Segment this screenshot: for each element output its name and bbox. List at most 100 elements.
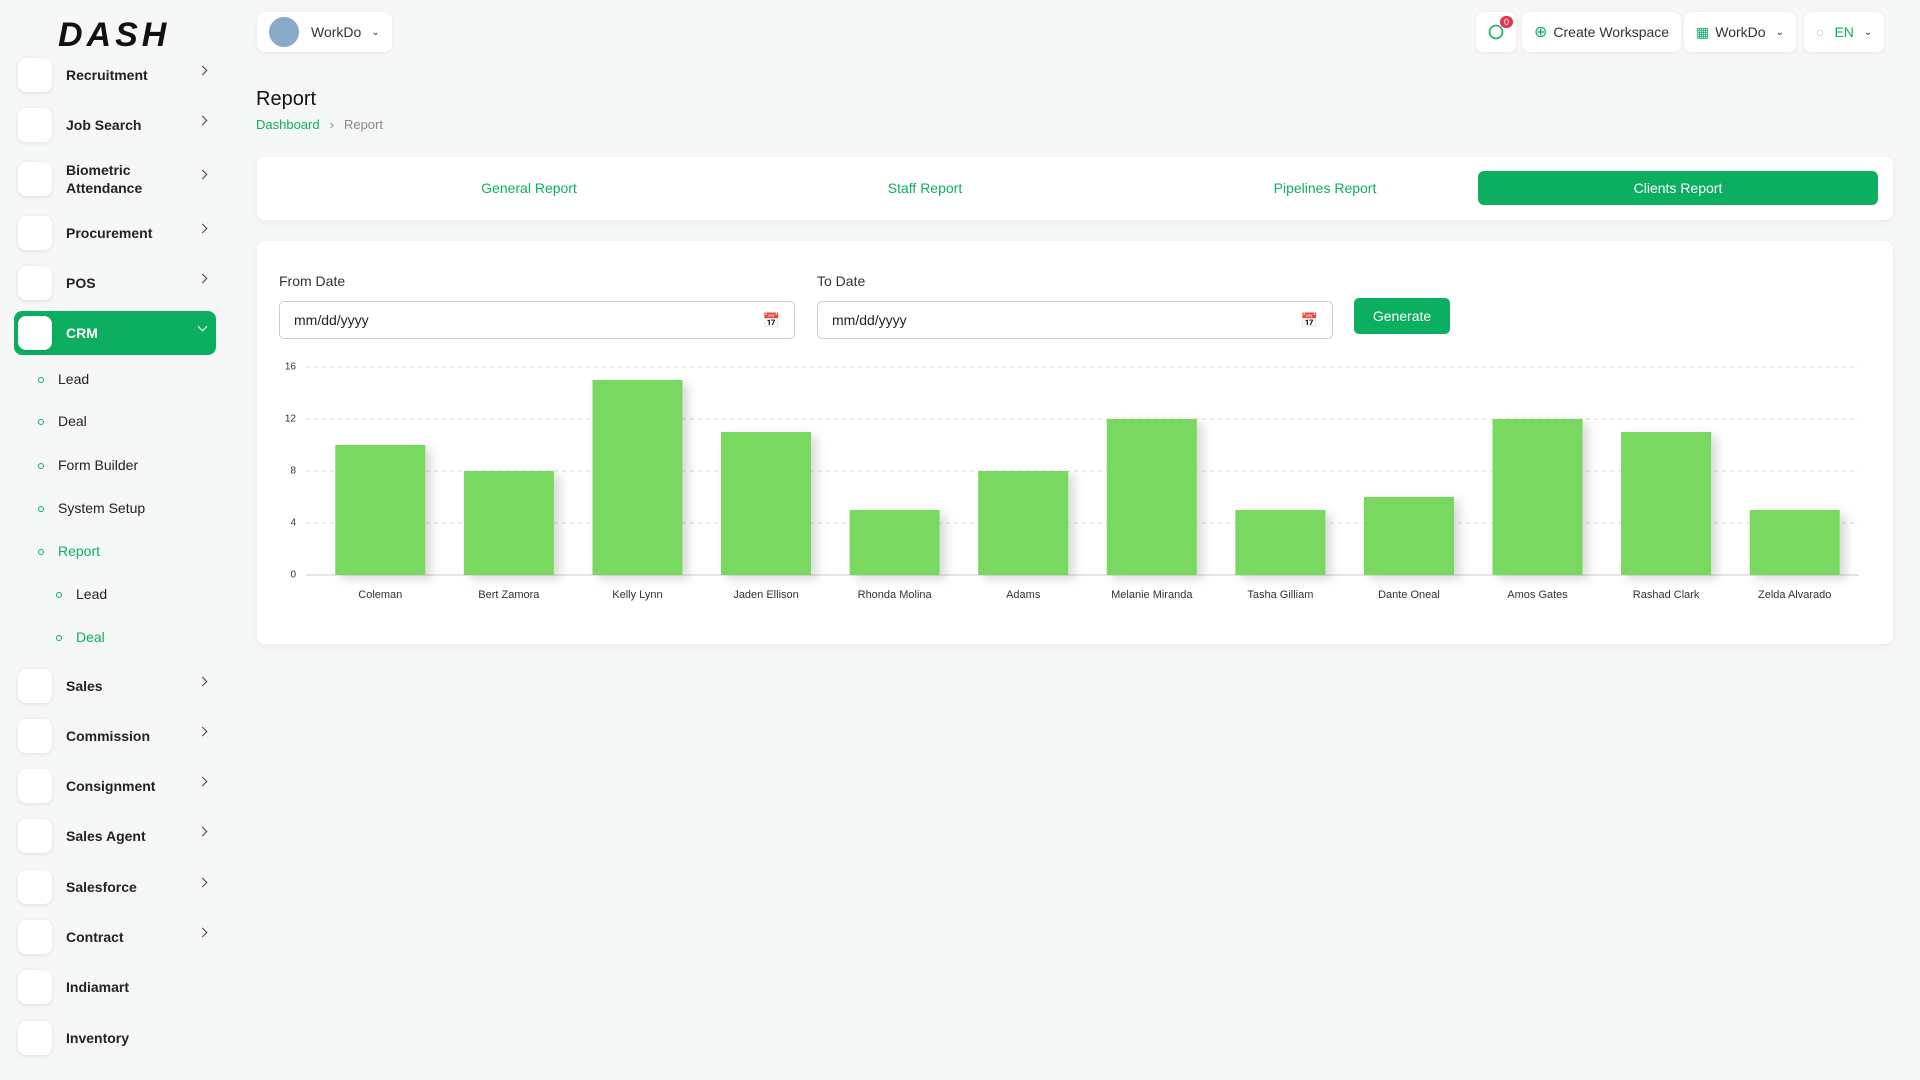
x-tick-label: Coleman xyxy=(358,589,402,601)
breadcrumb-current: Report xyxy=(343,117,383,132)
chart: 0 4 8 12 16 Coleman Bert Zamora Kelly Lynn Jaden… xyxy=(285,362,1859,601)
bar xyxy=(463,471,554,575)
generate-button[interactable]: Generate xyxy=(1354,298,1450,334)
sub-dot xyxy=(38,463,44,469)
x-tick-label: Melanie Miranda xyxy=(1111,589,1193,601)
sidebar-subitem[interactable]: Lead xyxy=(58,371,90,387)
sidebar-item[interactable]: Salesforce xyxy=(14,865,216,909)
sidebar-subitem[interactable]: Deal xyxy=(58,413,87,429)
to-placeholder: mm/dd/yyyy xyxy=(832,312,907,328)
sidebar-subitem[interactable]: Form Builder xyxy=(58,457,139,473)
sidebar-label: CRM xyxy=(66,325,98,341)
sidebar-item[interactable]: Inventory xyxy=(14,1016,216,1060)
workspace-switch[interactable]: WorkDo ⌄ xyxy=(257,12,392,52)
x-tick-label: Bert Zamora xyxy=(478,589,540,601)
x-tick-label: Jaden Ellison xyxy=(733,589,798,601)
breadcrumb: Dashboard › Report xyxy=(256,117,383,132)
sidebar-item[interactable]: Recruitment xyxy=(14,53,216,97)
sidebar-subitem[interactable]: Report xyxy=(58,543,101,559)
bar xyxy=(1235,510,1326,575)
sidebar-item[interactable]: Commission xyxy=(14,714,216,758)
y-tick-label: 16 xyxy=(285,362,297,373)
sidebar-subitem[interactable]: Deal xyxy=(76,629,105,645)
sidebar-icon xyxy=(18,58,52,92)
breadcrumb-link[interactable]: Dashboard xyxy=(256,117,320,132)
sidebar-item[interactable]: Sales xyxy=(14,664,216,708)
sidebar-item[interactable]: Indiamart xyxy=(14,965,216,1009)
sidebar-icon xyxy=(18,819,52,853)
sidebar-label: Biometric Attendance xyxy=(66,162,143,196)
from-date-input[interactable]: mm/dd/yyyy 📅 xyxy=(279,301,795,339)
sidebar-label: Commission xyxy=(66,728,151,744)
sidebar-item[interactable]: POS xyxy=(14,261,216,305)
sidebar-item[interactable]: Procurement xyxy=(14,211,216,255)
chat-icon xyxy=(1488,24,1504,40)
report-tab[interactable]: Clients Report xyxy=(1478,171,1878,205)
create-workspace[interactable]: ⊕ Create Workspace xyxy=(1522,12,1682,52)
report-card: From Date mm/dd/yyyy 📅 To Date mm/dd/yyyy… xyxy=(257,241,1893,644)
chevron xyxy=(197,169,208,180)
sidebar-item[interactable]: Biometric Attendance xyxy=(14,157,216,201)
sidebar-item[interactable]: CRM xyxy=(14,311,216,355)
sidebar-label: Salesforce xyxy=(66,879,137,895)
chevron xyxy=(197,726,208,737)
chevron xyxy=(197,877,208,888)
sidebar-icon xyxy=(18,769,52,803)
sidebar-label: Inventory xyxy=(66,1030,130,1046)
y-tick-label: 4 xyxy=(290,518,296,529)
x-tick-label: Tasha Gilliam xyxy=(1247,589,1313,601)
bar xyxy=(721,432,812,575)
bar xyxy=(335,445,426,575)
sidebar-label: Indiamart xyxy=(66,979,130,995)
to-label: To Date xyxy=(817,273,866,289)
sidebar-item[interactable]: Consignment xyxy=(14,764,216,808)
y-tick-label: 0 xyxy=(290,570,296,581)
chevron xyxy=(197,776,208,787)
sub-dot xyxy=(38,377,44,383)
sidebar-label: Sales xyxy=(66,678,103,694)
sidebar-label: Consignment xyxy=(66,778,156,794)
sub-dot xyxy=(56,592,62,598)
sidebar-label: Procurement xyxy=(66,225,153,241)
sidebar-item[interactable]: Sales Agent xyxy=(14,814,216,858)
sidebar-icon xyxy=(18,970,52,1004)
create-workspace-label: Create Workspace xyxy=(1553,24,1670,40)
sub-dot xyxy=(56,635,62,641)
chevron xyxy=(197,927,208,938)
sidebar-icon xyxy=(18,1021,52,1055)
notification-badge: 0 xyxy=(1500,16,1514,28)
sidebar-icon xyxy=(18,316,52,350)
x-tick-label: Amos Gates xyxy=(1507,589,1568,601)
notifications[interactable]: 0 xyxy=(1476,12,1516,52)
sidebar-icon xyxy=(18,108,52,142)
sub-dot xyxy=(38,549,44,555)
sidebar-item[interactable]: Contract xyxy=(14,915,216,959)
chevron xyxy=(197,115,208,126)
x-tick-label: Dante Oneal xyxy=(1378,589,1440,601)
chevron xyxy=(197,273,208,284)
bar xyxy=(1621,432,1712,575)
report-tab[interactable]: Staff Report xyxy=(887,180,963,196)
sidebar-icon xyxy=(18,920,52,954)
report-tab[interactable]: General Report xyxy=(481,180,577,196)
to-date-input[interactable]: mm/dd/yyyy 📅 xyxy=(817,301,1333,339)
sidebar-subitem[interactable]: System Setup xyxy=(58,500,146,516)
workspace-menu[interactable]: ▦ WorkDo ⌄ xyxy=(1684,12,1796,52)
bar xyxy=(849,510,940,575)
sub-dot xyxy=(38,506,44,512)
sub-dot xyxy=(38,419,44,425)
x-tick-label: Rashad Clark xyxy=(1633,589,1700,601)
bar xyxy=(1749,510,1840,575)
chevron xyxy=(197,321,208,332)
page-title: Report xyxy=(256,88,317,110)
x-tick-label: Adams xyxy=(1006,589,1041,601)
x-tick-label: Zelda Alvarado xyxy=(1758,589,1831,601)
sidebar-item[interactable]: Job Search xyxy=(14,103,216,147)
report-tab[interactable]: Pipelines Report xyxy=(1273,180,1377,196)
bar xyxy=(978,471,1069,575)
sidebar-label: Recruitment xyxy=(66,67,148,83)
sidebar-label: POS xyxy=(66,275,96,291)
language[interactable]: ○ EN ⌄ xyxy=(1804,12,1885,52)
sidebar-subitem[interactable]: Lead xyxy=(76,586,108,602)
x-tick-label: Rhonda Molina xyxy=(858,589,933,601)
